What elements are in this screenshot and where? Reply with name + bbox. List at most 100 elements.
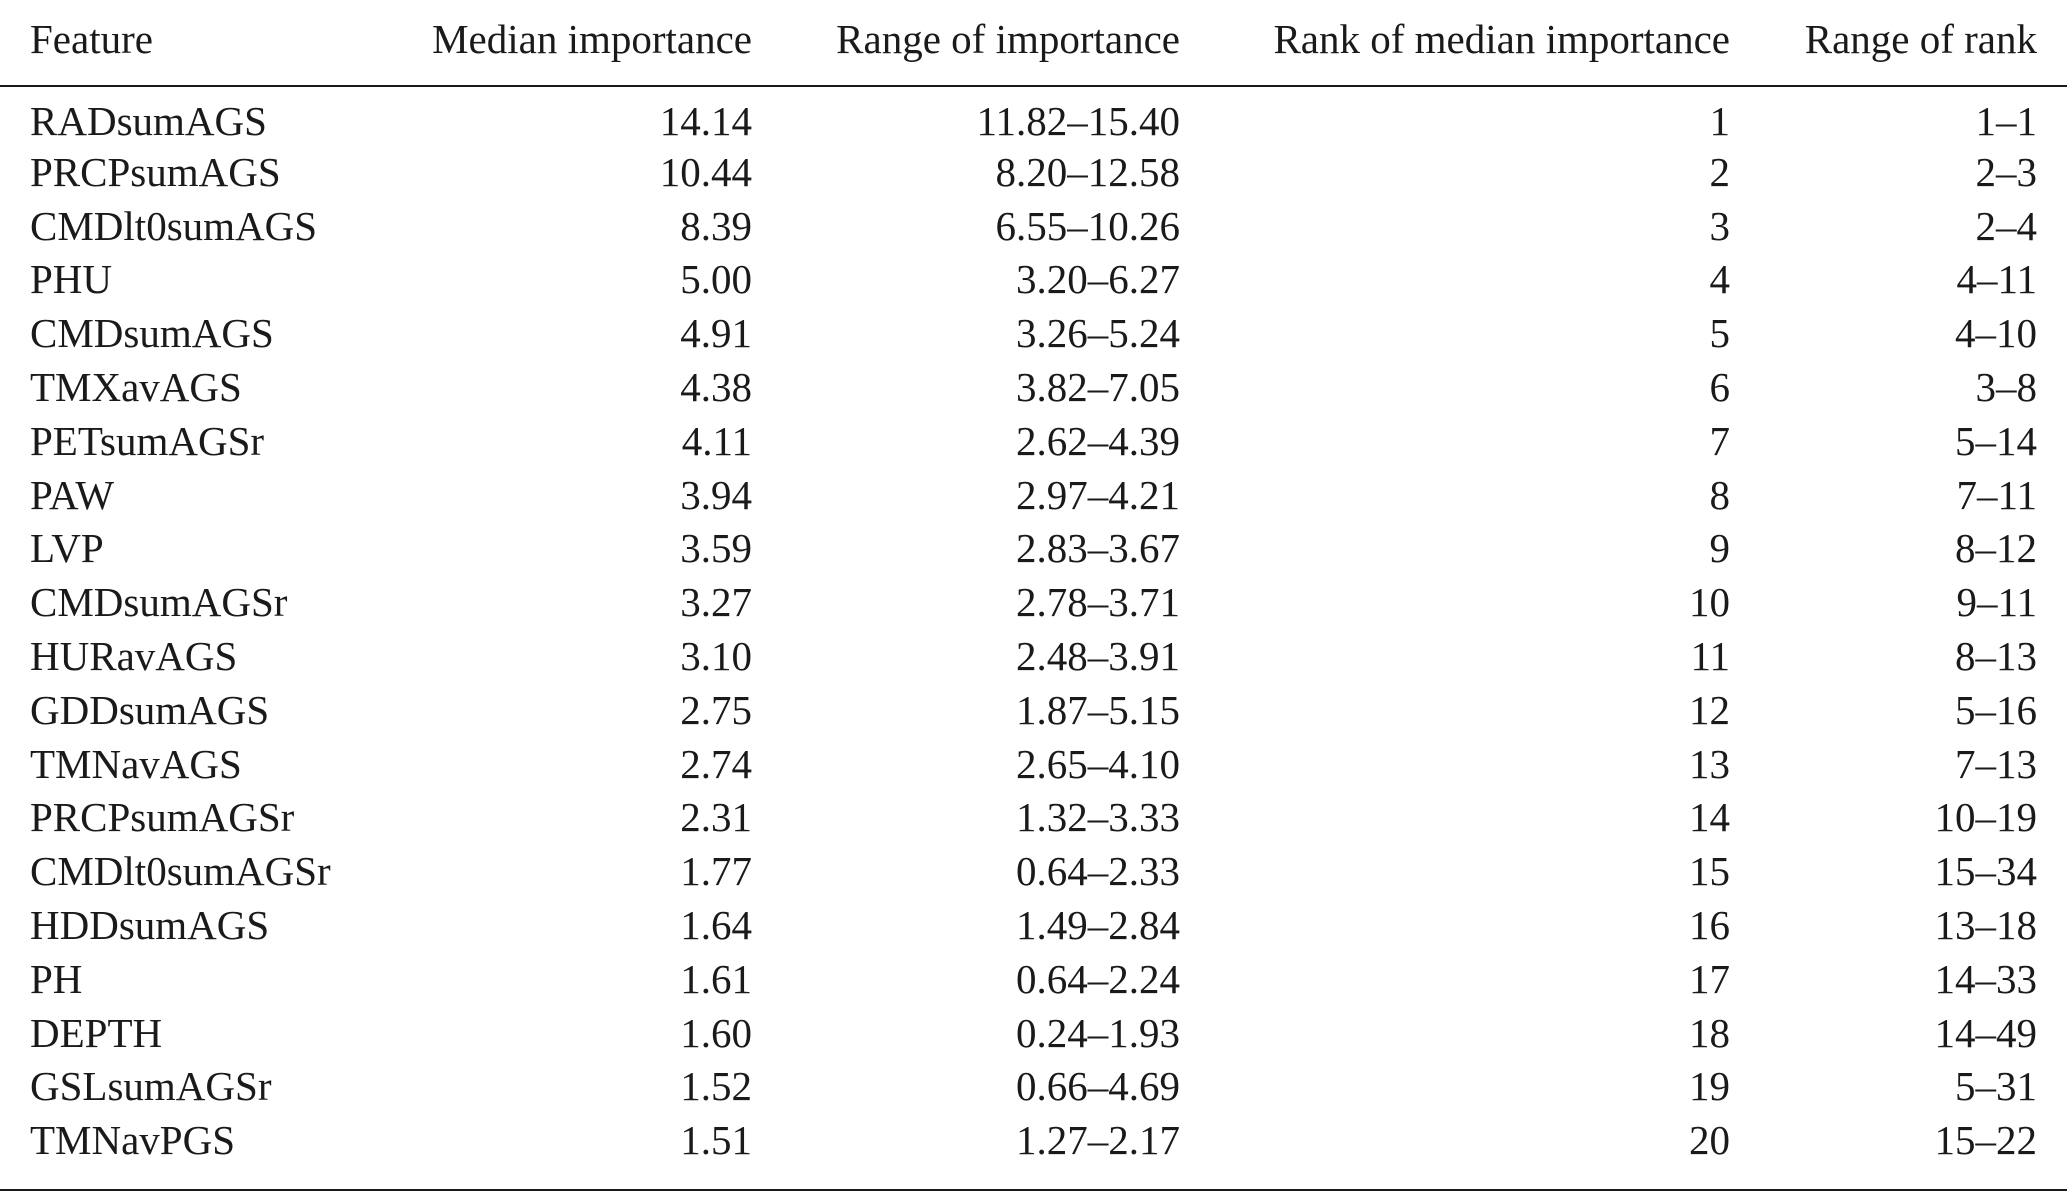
range-of-rank-cell: 1–1 — [1975, 98, 2038, 144]
range-of-rank-cell: 9–11 — [1956, 579, 2037, 626]
range-of-rank-cell: 15–34 — [1934, 848, 2038, 895]
feature-cell: HURavAGS — [30, 633, 238, 680]
median-importance-cell: 4.11 — [681, 417, 752, 464]
median-importance-cell: 2.74 — [680, 740, 752, 787]
table-row: PETsumAGSr 4.11 2.62–4.39 7 5–14 — [0, 414, 2067, 468]
median-importance-cell: 1.64 — [680, 902, 752, 949]
header-median-importance: Median importance — [432, 15, 752, 62]
table-row: TMXavAGS 4.38 3.82–7.05 6 3–8 — [0, 360, 2067, 414]
range-of-rank-cell: 8–12 — [1955, 525, 2037, 572]
range-of-importance-cell: 0.66–4.69 — [1016, 1063, 1180, 1110]
feature-cell: TMNavPGS — [30, 1117, 236, 1164]
range-of-importance-cell: 1.27–2.17 — [1016, 1117, 1180, 1164]
range-of-rank-cell: 10–19 — [1934, 794, 2038, 841]
range-of-rank-cell: 14–49 — [1934, 1009, 2038, 1056]
median-importance-cell: 4.91 — [680, 310, 752, 357]
median-importance-cell: 1.60 — [680, 1009, 752, 1056]
median-importance-cell: 5.00 — [680, 256, 752, 303]
range-of-importance-cell: 2.97–4.21 — [1016, 471, 1180, 518]
feature-cell: CMDsumAGSr — [30, 579, 288, 626]
range-of-importance-cell: 3.20–6.27 — [1016, 256, 1180, 303]
median-importance-cell: 3.59 — [680, 525, 752, 572]
table-row: CMDsumAGSr 3.27 2.78–3.71 10 9–11 — [0, 575, 2067, 629]
feature-cell: HDDsumAGS — [30, 902, 270, 949]
rank-cell: 11 — [1690, 633, 1730, 680]
median-importance-cell: 3.10 — [680, 633, 752, 680]
rank-cell: 13 — [1689, 740, 1730, 787]
table-row: PAW 3.94 2.97–4.21 8 7–11 — [0, 468, 2067, 522]
median-importance-cell: 3.27 — [680, 579, 752, 626]
median-importance-cell: 2.31 — [680, 794, 752, 841]
table-row: PRCPsumAGSr 2.31 1.32–3.33 14 10–19 — [0, 791, 2067, 845]
range-of-rank-cell: 15–22 — [1934, 1117, 2038, 1164]
range-of-rank-cell: 5–31 — [1955, 1063, 2037, 1110]
range-of-importance-cell: 3.26–5.24 — [1016, 310, 1180, 357]
header-feature: Feature — [30, 15, 153, 62]
rank-cell: 6 — [1709, 364, 1731, 411]
range-of-importance-cell: 0.64–2.33 — [1016, 848, 1180, 895]
table-row: DEPTH 1.60 0.24–1.93 18 14–49 — [0, 1006, 2067, 1060]
rank-cell: 1 — [1709, 98, 1731, 144]
range-of-importance-cell: 6.55–10.26 — [995, 202, 1181, 249]
range-of-importance-cell: 3.82–7.05 — [1016, 364, 1180, 411]
feature-cell: GSLsumAGSr — [30, 1063, 272, 1110]
rank-cell: 16 — [1689, 902, 1730, 949]
header-rank-of-median-importance: Rank of median importance — [1273, 15, 1730, 62]
range-of-rank-cell: 5–14 — [1955, 417, 2037, 464]
rank-cell: 15 — [1689, 848, 1730, 895]
table-row: GDDsumAGS 2.75 1.87–5.15 12 5–16 — [0, 683, 2067, 737]
range-of-rank-cell: 4–11 — [1956, 256, 2037, 303]
table-row: HURavAGS 3.10 2.48–3.91 11 8–13 — [0, 629, 2067, 683]
range-of-rank-cell: 2–3 — [1975, 148, 2038, 195]
range-of-importance-cell: 2.62–4.39 — [1016, 417, 1180, 464]
median-importance-cell: 1.77 — [680, 848, 752, 895]
rank-cell: 17 — [1689, 955, 1730, 1002]
range-of-rank-cell: 13–18 — [1934, 902, 2038, 949]
median-importance-cell: 8.39 — [680, 202, 752, 249]
feature-cell: TMXavAGS — [30, 364, 242, 411]
feature-cell: CMDlt0sumAGSr — [30, 848, 331, 895]
header-range-of-rank: Range of rank — [1804, 15, 2037, 62]
table-row: GSLsumAGSr 1.52 0.66–4.69 19 5–31 — [0, 1060, 2067, 1114]
feature-cell: DEPTH — [30, 1009, 163, 1056]
range-of-rank-cell: 7–11 — [1956, 471, 2037, 518]
header-rule — [0, 85, 2067, 87]
feature-cell: PH — [30, 955, 83, 1002]
table-row: RADsumAGS 14.14 11.82–15.40 1 1–1 — [0, 85, 2067, 145]
range-of-importance-cell: 11.82–15.40 — [976, 98, 1180, 144]
range-of-importance-cell: 1.87–5.15 — [1016, 686, 1180, 733]
rank-cell: 9 — [1709, 525, 1731, 572]
range-of-importance-cell: 2.48–3.91 — [1016, 633, 1180, 680]
feature-cell: PRCPsumAGSr — [30, 794, 295, 841]
median-importance-cell: 10.44 — [659, 148, 752, 195]
range-of-rank-cell: 14–33 — [1934, 955, 2038, 1002]
range-of-importance-cell: 8.20–12.58 — [995, 148, 1181, 195]
rank-cell: 10 — [1689, 579, 1730, 626]
table-row: CMDlt0sumAGSr 1.77 0.64–2.33 15 15–34 — [0, 844, 2067, 898]
feature-cell: PAW — [30, 471, 115, 518]
range-of-rank-cell: 5–16 — [1955, 686, 2037, 733]
range-of-rank-cell: 4–10 — [1955, 310, 2037, 357]
range-of-importance-cell: 1.32–3.33 — [1016, 794, 1180, 841]
rank-cell: 5 — [1709, 310, 1731, 357]
range-of-importance-cell: 2.83–3.67 — [1016, 525, 1180, 572]
median-importance-cell: 14.14 — [659, 98, 752, 144]
rank-cell: 14 — [1689, 794, 1730, 841]
feature-cell: PETsumAGSr — [30, 417, 265, 464]
feature-cell: CMDsumAGS — [30, 310, 274, 357]
table-row: TMNavAGS 2.74 2.65–4.10 13 7–13 — [0, 737, 2067, 791]
rank-cell: 12 — [1689, 686, 1730, 733]
feature-cell: GDDsumAGS — [30, 686, 270, 733]
rank-cell: 2 — [1709, 148, 1731, 195]
table-row: PH 1.61 0.64–2.24 17 14–33 — [0, 952, 2067, 1006]
median-importance-cell: 2.75 — [680, 686, 752, 733]
rank-cell: 20 — [1689, 1117, 1730, 1164]
table-row: PRCPsumAGS 10.44 8.20–12.58 2 2–3 — [0, 145, 2067, 199]
rank-cell: 18 — [1689, 1009, 1730, 1056]
range-of-importance-cell: 0.24–1.93 — [1016, 1009, 1180, 1056]
rank-cell: 7 — [1709, 417, 1731, 464]
table-row: HDDsumAGS 1.64 1.49–2.84 16 13–18 — [0, 898, 2067, 952]
feature-cell: CMDlt0sumAGS — [30, 202, 318, 249]
header-row: Feature Median importance Range of impor… — [0, 0, 2067, 85]
feature-cell: TMNavAGS — [30, 740, 242, 787]
